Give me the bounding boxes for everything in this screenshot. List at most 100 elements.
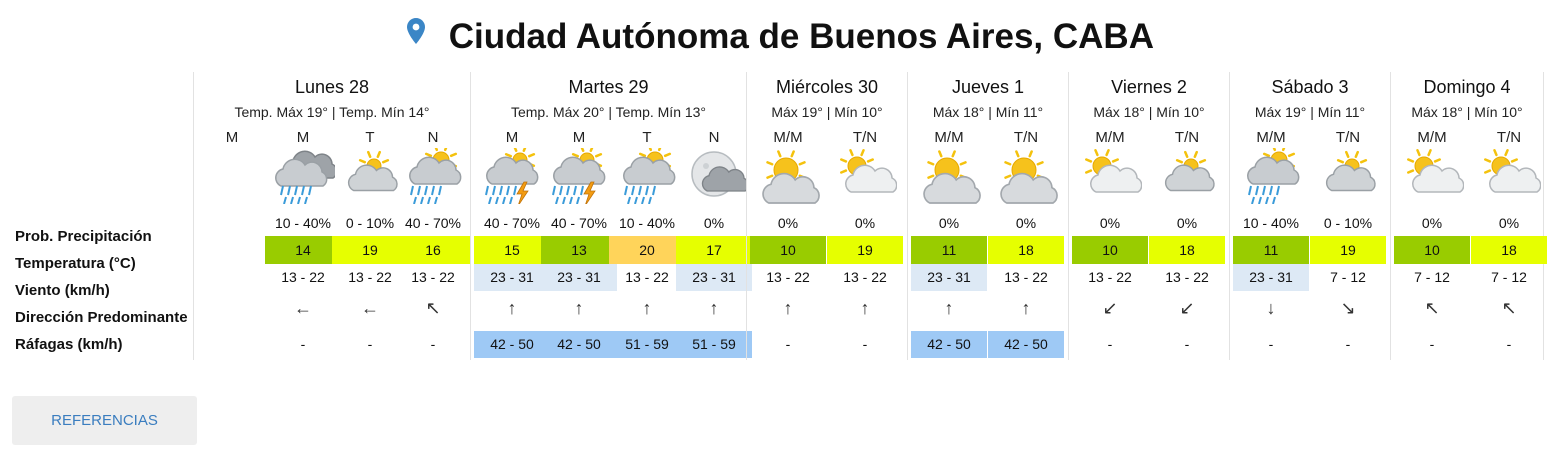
location-title: Ciudad Autónoma de Buenos Aires, CABA (448, 16, 1154, 56)
wind-direction-arrow-icon: ↑ (783, 298, 793, 318)
temperature-cell: 19 (827, 236, 903, 264)
gust-cell: - (1506, 336, 1512, 352)
precipitation-probability: 0 - 10% (345, 215, 395, 231)
sun-cloud-icon (994, 148, 1058, 204)
partly-cloudy-night-icon (1316, 148, 1380, 204)
gust-cell: 42 - 50 (988, 331, 1064, 358)
period-column: T/N 0% 18 7 - 12 ↖ - (1471, 72, 1547, 360)
period-column: M (194, 72, 270, 360)
wind-direction-arrow-icon: ↙ (1179, 298, 1195, 318)
partly-cloudy-icon (1477, 148, 1542, 204)
wind-cell: 13 - 22 (766, 269, 810, 285)
period-label: T/N (852, 129, 878, 146)
period-column: M 10 - 40% 14 13 - 22 ← - (265, 72, 341, 360)
partly-cloudy-night-icon (1155, 148, 1219, 204)
row-labels: Prob. Precipitación Temperatura (°C) Vie… (15, 228, 188, 363)
wind-direction-arrow-icon: ↓ (1266, 298, 1276, 318)
day-temp-summary: Temp. Máx 20° | Temp. Mín 13° (510, 104, 707, 120)
row-label-gusts: Ráfagas (km/h) (15, 336, 123, 353)
references-button[interactable]: REFERENCIAS (12, 396, 197, 445)
day-name: Miércoles 30 (775, 77, 879, 97)
period-label: T (642, 129, 652, 146)
gust-cell: - (430, 336, 436, 352)
partly-cloudy-icon (833, 148, 898, 204)
temperature-cell: 10 (1394, 236, 1470, 264)
wind-cell: 13 - 22 (1165, 269, 1209, 285)
temperature-cell: 10 (1072, 236, 1148, 264)
cloud-rain-icon (271, 148, 338, 205)
wind-cell: 23 - 31 (911, 264, 987, 291)
temperature-cell: 19 (1310, 236, 1386, 264)
gust-cell: - (1268, 336, 1274, 352)
day-name: Lunes 28 (294, 77, 370, 97)
wind-cell: 23 - 31 (1233, 264, 1309, 291)
cloud-rain-sun-icon (1239, 143, 1303, 205)
period-column: M/M 0% 10 13 - 22 ↙ - (1072, 72, 1148, 360)
temperature-cell: 20 (609, 236, 685, 264)
wind-direction-arrow-icon: ↖ (1501, 298, 1517, 318)
gust-cell: - (1429, 336, 1435, 352)
day-temp-summary: Máx 18° | Mín 10° (1093, 104, 1205, 120)
day-column: Miércoles 30 Máx 19° | Mín 10° M/M 0% 10 13 … (746, 72, 907, 360)
wind-direction-arrow-icon: ↑ (1021, 298, 1031, 318)
temperature-cell (194, 236, 270, 264)
day-column: Sábado 3 Máx 19° | Mín 11° M/M 10 - 40% 11 2… (1229, 72, 1390, 360)
day-temp-summary: Máx 19° | Mín 11° (1254, 104, 1366, 120)
wind-direction-arrow-icon: ↘ (1340, 298, 1356, 318)
wind-direction-arrow-icon: ↑ (709, 298, 719, 318)
moon-cloud-icon (682, 148, 749, 204)
day-temp-summary: Máx 18° | Mín 10° (1411, 104, 1523, 120)
day-name: Viernes 2 (1111, 77, 1187, 97)
gust-cell: 51 - 59 (609, 331, 685, 358)
period-column: M 40 - 70% 15 23 - 31 ↑ 42 - 50 (474, 72, 550, 360)
precipitation-probability: 10 - 40% (1242, 215, 1300, 231)
period-column: T/N 0% 18 13 - 22 ↙ - (1149, 72, 1225, 360)
temperature-cell: 11 (1233, 236, 1309, 264)
period-label: T/N (1496, 129, 1522, 146)
period-label: M (225, 129, 239, 146)
wind-cell: 13 - 22 (1088, 269, 1132, 285)
day-name: Martes 29 (568, 77, 649, 97)
period-label: T (365, 129, 375, 146)
day-column: Domingo 4 Máx 18° | Mín 10° M/M 0% 10 7 - 12… (1390, 72, 1547, 360)
period-column: M/M 0% 10 13 - 22 ↑ - (750, 72, 826, 360)
partly-cloudy-icon (1078, 148, 1143, 204)
gust-cell: - (300, 336, 306, 352)
wind-cell: 7 - 12 (1330, 269, 1366, 285)
wind-cell: 13 - 22 (348, 269, 392, 285)
row-label-direction: Dirección Predominante (15, 309, 188, 326)
wind-cell (194, 264, 270, 291)
gust-cell (194, 331, 270, 358)
wind-direction-arrow-icon: ↑ (507, 298, 517, 318)
period-label: M/M (1095, 129, 1125, 146)
gust-cell: - (1107, 336, 1113, 352)
precipitation-probability: 0% (777, 215, 799, 231)
wind-direction-arrow-icon: ↖ (425, 298, 441, 318)
gust-cell: - (367, 336, 373, 352)
wind-direction-arrow-icon: ↑ (944, 298, 954, 318)
period-column: N 40 - 70% 16 13 - 22 ↖ - (395, 72, 471, 360)
period-label: N (708, 129, 720, 146)
day-temp-summary: Máx 19° | Mín 10° (771, 104, 883, 120)
gust-cell: - (1345, 336, 1351, 352)
period-column: T/N 0 - 10% 19 7 - 12 ↘ - (1310, 72, 1386, 360)
wind-cell: 23 - 31 (474, 264, 550, 291)
wind-cell: 13 - 22 (411, 269, 455, 285)
row-label-wind: Viento (km/h) (15, 282, 110, 299)
period-column: M/M 0% 10 7 - 12 ↖ - (1394, 72, 1470, 360)
cloud-rain-sun-icon (615, 143, 679, 205)
day-temp-summary: Temp. Máx 19° | Temp. Mín 14° (234, 104, 430, 120)
precipitation-probability: 0% (1176, 215, 1198, 231)
page-title: Ciudad Autónoma de Buenos Aires, CABA (0, 10, 1561, 60)
period-label: T/N (1013, 129, 1039, 146)
temperature-cell: 14 (265, 236, 341, 264)
temperature-cell: 13 (541, 236, 617, 264)
temperature-cell: 18 (1471, 236, 1547, 264)
day-temp-summary: Máx 18° | Mín 11° (932, 104, 1044, 120)
precipitation-probability: 10 - 40% (274, 215, 332, 231)
precipitation-probability: 10 - 40% (618, 215, 676, 231)
row-label-precipitation: Prob. Precipitación (15, 228, 152, 245)
gust-cell: 42 - 50 (541, 331, 617, 358)
period-column: N 0% 17 23 - 31 ↑ 51 - 59 (676, 72, 752, 360)
cloud-storm-icon (547, 144, 611, 207)
